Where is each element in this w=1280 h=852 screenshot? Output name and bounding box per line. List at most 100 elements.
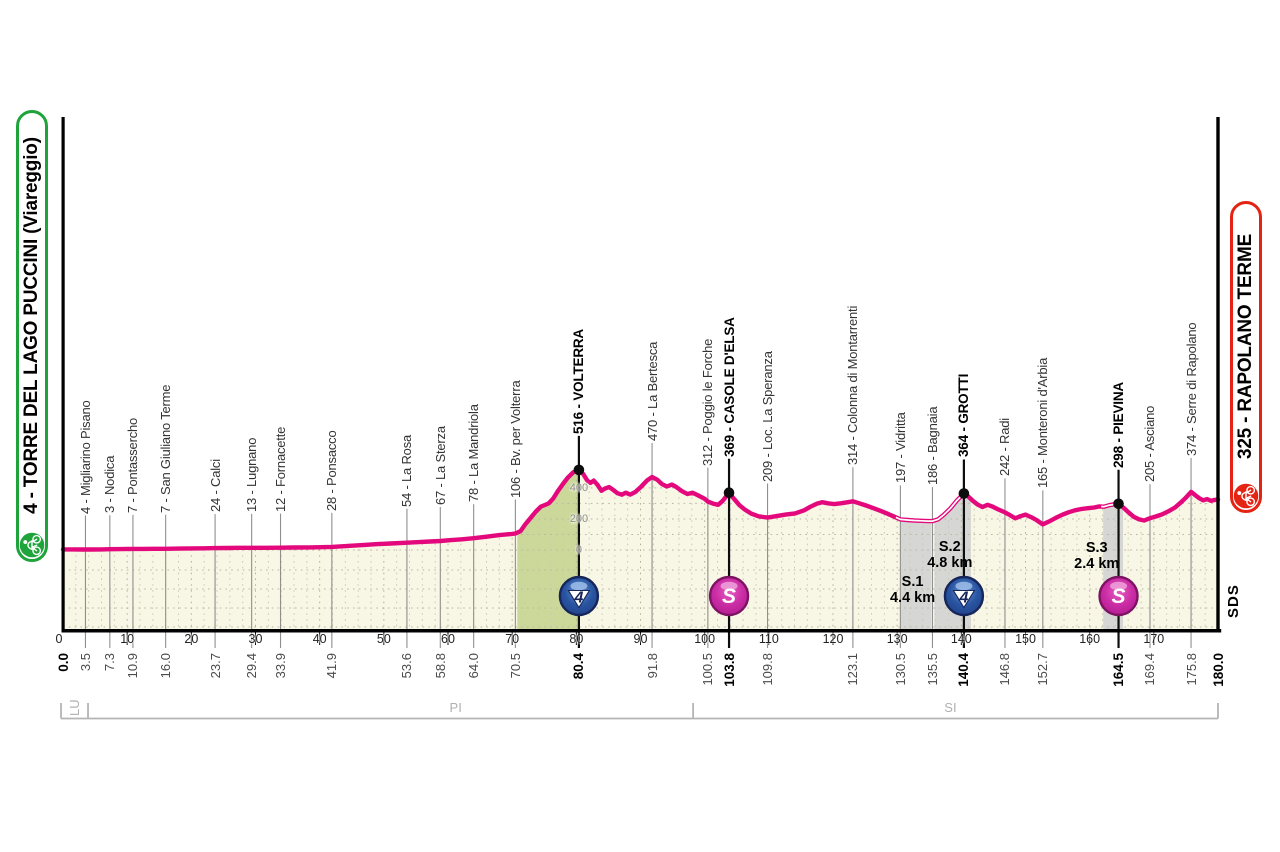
- km-label-text: 80.4: [571, 653, 587, 680]
- km-label-text: 123.1: [845, 653, 861, 686]
- sector-length: 4.4 km: [889, 590, 936, 606]
- km-label-text: 3.5: [77, 653, 93, 672]
- svg-text:S: S: [1112, 585, 1126, 608]
- axis-km-integer: 10: [120, 632, 135, 646]
- sector-label: S.3 2.4 km: [1074, 540, 1119, 572]
- axis-km-integer: 150: [1015, 632, 1036, 646]
- elevation-tick-label: 400: [569, 481, 589, 494]
- km-label-text: 10.9: [125, 653, 141, 679]
- finish-town-pill: 325 - RAPOLANO TERME: [1230, 201, 1262, 513]
- start-town-pill: 4 - TORRE DEL LAGO PUCCINI (Viareggio): [16, 110, 48, 562]
- km-label-text: 53.6: [399, 653, 415, 679]
- sds-logo: SDS: [1225, 584, 1242, 618]
- elevation-tick-label: 0: [575, 544, 582, 556]
- axis-km-integer: 0: [55, 632, 63, 646]
- waypoint-label: 516 - VOLTERRA: [571, 328, 587, 434]
- km-label-text: 175.8: [1183, 653, 1199, 686]
- km-label-text: 16.0: [158, 653, 174, 679]
- waypoint-label: 197 - Vidritta: [892, 412, 908, 484]
- km-label-text: 33.9: [273, 653, 289, 679]
- summit-dot: [1113, 498, 1124, 510]
- sprint-badge: S: [1098, 575, 1139, 617]
- km-label-text: 64.0: [466, 653, 482, 679]
- chart-frame: [61, 117, 1222, 645]
- svg-text:4: 4: [958, 590, 968, 607]
- finish-town-label: 325 - RAPOLANO TERME: [1235, 233, 1256, 460]
- axis-km-integer: 60: [441, 632, 455, 646]
- svg-text:4: 4: [573, 590, 583, 607]
- sector-name: S.2: [938, 539, 961, 555]
- axis-km-integer: 20: [184, 632, 199, 646]
- axis-km-integer: 110: [758, 632, 779, 646]
- waypoint-label: 4 - Migliarino Pisano: [77, 399, 93, 514]
- summit-dots: [573, 464, 1124, 510]
- right-border: [1216, 117, 1220, 633]
- waypoint-label: 7 - San Giuliano Terme: [158, 384, 174, 513]
- axis-km-integer: 90: [633, 632, 648, 646]
- waypoint-label: 165 - Monteroni d'Arbia: [1035, 358, 1051, 489]
- summit-dot: [723, 487, 735, 499]
- waypoint-label: 209 - Loc. La Speranza: [760, 350, 776, 482]
- badges: 4 S 4 S: [558, 575, 1139, 617]
- province-bracket: [60, 703, 1219, 720]
- sector-length: 2.4 km: [1074, 556, 1120, 572]
- axis-km-integer: 120: [822, 632, 844, 646]
- waypoint-label: 24 - Calci: [207, 459, 223, 513]
- km-label-text: 103.8: [721, 653, 737, 687]
- axis-km-integer: 160: [1079, 632, 1101, 646]
- axis-km-integer: 130: [886, 632, 908, 646]
- axis-km-integer: 50: [376, 632, 391, 646]
- waypoint-label: 298 - PIEVINA: [1111, 381, 1127, 468]
- waypoint-label: 364 - GROTTI: [956, 374, 972, 458]
- waypoint-label: 28 - Ponsacco: [324, 430, 340, 511]
- axis-km-integer: 40: [312, 632, 327, 646]
- sector-label: S.1 4.4 km: [890, 574, 935, 606]
- km-label-text: 23.7: [207, 653, 223, 679]
- sector-label: S.2 4.8 km: [927, 539, 972, 571]
- waypoint-label: 106 - Bv. per Volterra: [507, 380, 523, 498]
- waypoint-label: 54 - La Rosa: [399, 434, 415, 507]
- kom-cat4-badge: 4: [558, 575, 600, 617]
- summit-dot: [958, 488, 970, 499]
- province-label: SI: [944, 700, 957, 715]
- kom-cat4-badge: 4: [943, 575, 985, 617]
- sector-length: 4.8 km: [927, 555, 973, 571]
- start-town-label: 4 - TORRE DEL LAGO PUCCINI (Viareggio): [21, 137, 42, 514]
- waypoint-label: 242 - Radi: [997, 418, 1013, 477]
- elevation-tick-label: 200: [569, 512, 589, 525]
- waypoint-label: 314 - Colonna di Montarrenti: [845, 306, 861, 466]
- km-label-text: 58.8: [432, 653, 448, 679]
- waypoint-label: 12 - Fornacette: [273, 426, 289, 512]
- waypoint-label: 205 - Asciano: [1142, 405, 1158, 483]
- km-label-text: 0.0: [55, 653, 71, 672]
- km-label-text: 109.8: [760, 653, 776, 686]
- sector-name: S.1: [901, 574, 924, 590]
- province-label: LU: [67, 699, 83, 716]
- axis-km-integer: 30: [248, 632, 263, 646]
- axis-km-integer: 140: [950, 632, 972, 646]
- km-label-text: 41.9: [324, 653, 340, 679]
- waypoint-label: 186 - Bagnaia: [924, 406, 940, 486]
- sprint-badge: S: [708, 575, 750, 617]
- waypoint-label: 374 - Serre di Rapolano: [1183, 322, 1199, 456]
- svg-text:S: S: [722, 585, 736, 608]
- km-label-text: 91.8: [644, 653, 660, 679]
- axis-km-integer: 100: [694, 632, 716, 646]
- km-label-text: 140.4: [956, 653, 972, 687]
- waypoint-label: 7 - Pontassercho: [125, 417, 141, 513]
- km-label-text: 164.5: [1111, 653, 1127, 687]
- waypoint-label: 470 - La Bertesca: [644, 341, 660, 442]
- km-label-text: 29.4: [244, 653, 260, 679]
- km-label-text: 152.7: [1035, 653, 1051, 686]
- summit-dot: [573, 464, 585, 476]
- gravel-double-line: [895, 492, 965, 522]
- waypoint-label: 3 - Nodica: [102, 455, 118, 514]
- waypoint-label: 13 - Lugnano: [244, 437, 260, 512]
- axis-km-integer: 170: [1143, 632, 1165, 646]
- start-cyclist-icon: [19, 532, 45, 558]
- km-label-text: 180.0: [1210, 653, 1226, 687]
- axis-km-integer: 70: [505, 632, 520, 646]
